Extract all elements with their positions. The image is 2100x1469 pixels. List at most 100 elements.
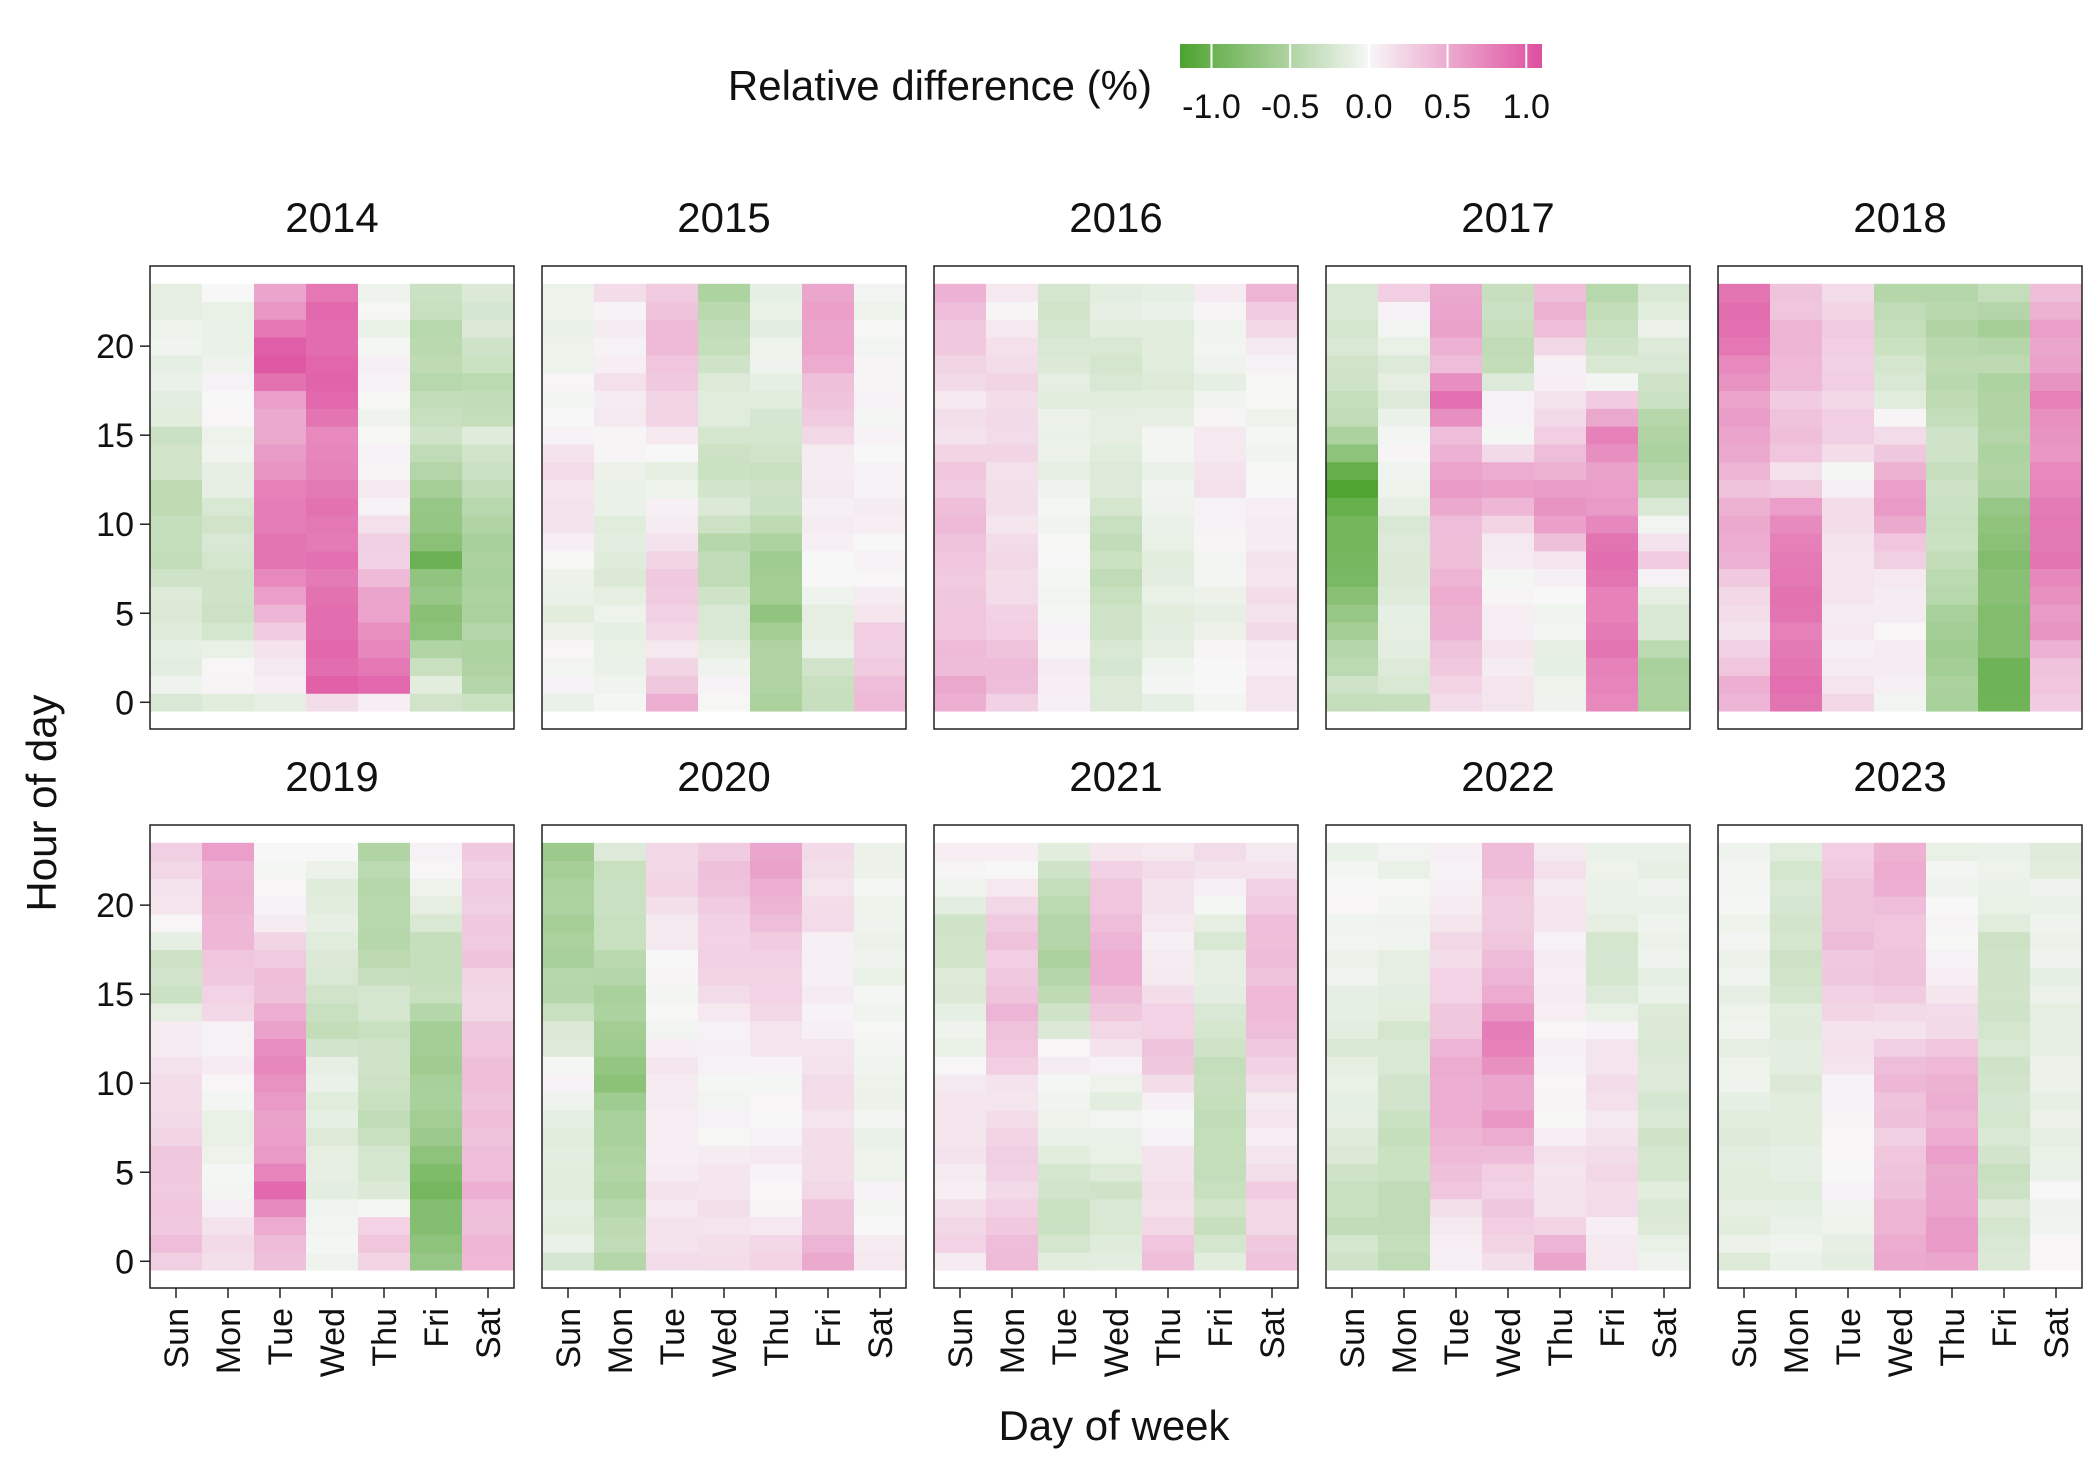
heatmap-cell [202, 1127, 255, 1146]
heatmap-cell [1638, 1109, 1691, 1129]
heatmap-cell [1038, 878, 1091, 897]
heatmap-cell [934, 319, 987, 338]
heatmap-cell [202, 622, 255, 641]
heatmap-cell [1586, 622, 1639, 641]
heatmap-cell [986, 985, 1039, 1004]
heatmap-cell [358, 657, 411, 676]
heatmap-cell [150, 949, 203, 968]
heatmap-cell [1378, 426, 1431, 445]
heatmap-cell [306, 301, 359, 320]
heatmap-cell [1378, 1003, 1431, 1022]
heatmap-cell [1586, 1020, 1639, 1040]
heatmap-cell [1194, 1109, 1247, 1129]
heatmap-cell [646, 550, 699, 570]
heatmap-cell [802, 1252, 855, 1271]
heatmap-cell [1638, 1181, 1691, 1200]
heatmap-cell [854, 426, 907, 445]
heatmap-cell [2030, 586, 2083, 605]
heatmap-cell [1534, 355, 1587, 374]
heatmap-cell [934, 657, 987, 676]
heatmap-cell [462, 842, 515, 861]
heatmap-cell [542, 479, 595, 498]
heatmap-cell [462, 1234, 515, 1253]
heatmap-cell [802, 914, 855, 933]
heatmap-cell [986, 1020, 1039, 1040]
x-tick-label: Sat [1646, 1307, 1684, 1359]
x-tick-label: Thu [366, 1308, 404, 1367]
heatmap-cell [150, 896, 203, 915]
heatmap-cell [1718, 860, 1771, 879]
heatmap-cell [1038, 586, 1091, 605]
heatmap-cell [1194, 372, 1247, 392]
heatmap-cell [410, 1020, 463, 1040]
heatmap-cell [1978, 1127, 2031, 1146]
heatmap-cell [254, 1181, 307, 1200]
heatmap-cell [594, 896, 647, 915]
heatmap-cell [750, 675, 803, 694]
heatmap-cell [594, 444, 647, 463]
heatmap-cell [1926, 1056, 1979, 1075]
heatmap-cell [1246, 1056, 1299, 1075]
heatmap-cell [2030, 1198, 2083, 1218]
heatmap-cell [1534, 319, 1587, 338]
heatmap-cell [1718, 408, 1771, 427]
heatmap-cell [1142, 568, 1195, 587]
heatmap-cell [1430, 604, 1483, 623]
heatmap-cell [934, 1234, 987, 1253]
heatmap-cell [698, 1252, 751, 1271]
heatmap-cell [698, 390, 751, 409]
heatmap-cell [1978, 355, 2031, 374]
heatmap-cell [462, 319, 515, 338]
heatmap-cell [1430, 355, 1483, 374]
heatmap-cell [254, 444, 307, 463]
heatmap-cell [1978, 461, 2031, 481]
x-tick-label: Mon [602, 1308, 640, 1374]
heatmap-cell [1326, 319, 1379, 338]
heatmap-cell [410, 896, 463, 915]
heatmap-cell [1482, 931, 1535, 951]
heatmap-cell [594, 985, 647, 1004]
heatmap-cell [698, 896, 751, 915]
heatmap-cell [1926, 1003, 1979, 1022]
heatmap-cell [2030, 372, 2083, 392]
heatmap-cell [1718, 896, 1771, 915]
heatmap-cell [202, 568, 255, 587]
heatmap-cell [1718, 461, 1771, 481]
heatmap-cell [750, 426, 803, 445]
heatmap-cell [202, 949, 255, 968]
heatmap-cell [254, 1145, 307, 1164]
heatmap-cell [1770, 426, 1823, 445]
heatmap-cell [358, 1003, 411, 1022]
heatmap-cell [1718, 639, 1771, 659]
x-tick-label: Mon [210, 1308, 248, 1374]
heatmap-cell [646, 967, 699, 986]
heatmap-cell [1194, 497, 1247, 516]
heatmap-cell [202, 639, 255, 659]
heatmap-cell [698, 604, 751, 623]
heatmap-cell [750, 657, 803, 676]
heatmap-cell [1586, 896, 1639, 915]
heatmap-cell [1142, 319, 1195, 338]
heatmap-cell [358, 319, 411, 338]
heatmap-cell [802, 461, 855, 481]
heatmap-cell [1978, 622, 2031, 641]
heatmap-cell [698, 337, 751, 356]
heatmap-cell [646, 1038, 699, 1057]
heatmap-cell [986, 931, 1039, 951]
heatmap-cell [1718, 337, 1771, 356]
heatmap-cell [986, 604, 1039, 623]
heatmap-cell [1534, 1038, 1587, 1057]
heatmap-cell [1926, 533, 1979, 552]
heatmap-cell [1926, 896, 1979, 915]
heatmap-cell [1718, 1181, 1771, 1200]
heatmap-cell [1378, 515, 1431, 534]
heatmap-cell [802, 426, 855, 445]
heatmap-cell [1874, 622, 1927, 641]
heatmap-cell [1978, 337, 2031, 356]
heatmap-cell [462, 967, 515, 986]
heatmap-cell [254, 1127, 307, 1146]
heatmap-cell [1090, 301, 1143, 320]
heatmap-cell [254, 426, 307, 445]
